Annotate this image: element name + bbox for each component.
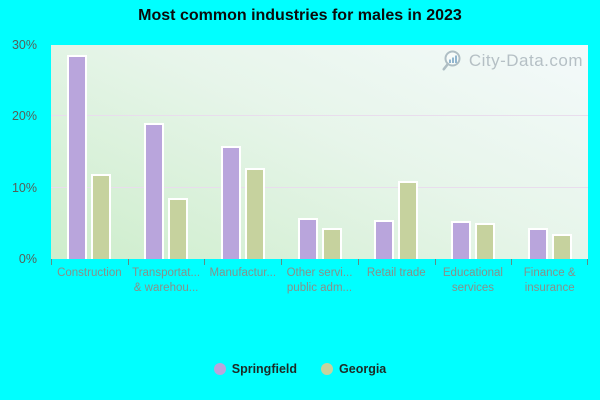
watermark: City-Data.com: [442, 49, 583, 73]
x-tick-mark-6: [511, 259, 513, 265]
plot-area: City-Data.com: [51, 45, 588, 259]
bar-georgia-7: [551, 234, 572, 259]
x-tick-label-4: Other servi... public adm...: [286, 267, 353, 294]
bar-springfield-4: [297, 218, 318, 259]
x-tick-mark-5: [434, 259, 436, 265]
bar-group-1: [51, 45, 128, 259]
bar-springfield-6: [450, 221, 471, 259]
watermark-text: City-Data.com: [468, 51, 583, 70]
gridline-10: [51, 186, 588, 188]
legend-item-springfield: Springfield: [213, 362, 298, 376]
legend-item-georgia: Georgia: [321, 362, 386, 376]
x-tick-label-5: Retail trade: [366, 267, 426, 279]
bar-group-5: [358, 45, 435, 259]
bar-georgia-6: [474, 223, 495, 259]
x-tick-mark-2: [204, 259, 206, 265]
x-tick-label-3: Manufactur...: [209, 267, 277, 279]
bar-georgia-4: [321, 227, 342, 259]
x-axis-tick-marks: [51, 259, 588, 265]
x-tick-mark-7: [587, 259, 588, 265]
bar-georgia-2: [168, 197, 189, 259]
y-tick-label-20%: 20%: [11, 109, 37, 124]
bar-group-4: [281, 45, 358, 259]
legend-swatch-georgia: [321, 363, 334, 375]
x-tick-mark-1: [127, 259, 129, 265]
bar-springfield-2: [144, 122, 165, 259]
bar-georgia-1: [91, 174, 112, 259]
bar-georgia-5: [398, 180, 419, 259]
x-tick-label-2: Transportat... & warehou...: [132, 267, 201, 294]
legend-swatch-springfield: [213, 363, 226, 375]
bar-springfield-3: [220, 146, 241, 259]
y-tick-label-30%: 30%: [11, 38, 37, 52]
bar-springfield-1: [67, 55, 88, 259]
x-tick-label-1: Construction: [57, 267, 122, 279]
legend: Springfield Georgia: [0, 362, 600, 376]
x-tick-mark-4: [357, 259, 359, 265]
bar-georgia-3: [244, 168, 265, 259]
x-tick-mark-0: [51, 259, 52, 265]
x-tick-mark-3: [281, 259, 283, 265]
bar-group-3: [204, 45, 281, 259]
watermark-magnifier-icon: [442, 49, 466, 73]
y-tick-label-0%: 0%: [18, 252, 37, 266]
bar-group-6: [435, 45, 512, 259]
bar-springfield-5: [374, 220, 395, 259]
legend-label-springfield: Springfield: [231, 362, 298, 376]
y-tick-label-10%: 10%: [11, 180, 37, 195]
bar-group-7: [511, 45, 588, 259]
x-axis: Construction Transportat... & warehou... Ma…: [51, 266, 588, 296]
bar-springfield-7: [527, 228, 548, 259]
x-tick-label-6: Educational services: [442, 267, 503, 294]
bar-group-2: [128, 45, 205, 259]
y-axis: 0% 10% 20% 30%: [0, 38, 37, 266]
chart-title: Most common industries for males in 2023: [138, 7, 462, 24]
gridline-20: [51, 115, 588, 117]
legend-label-georgia: Georgia: [339, 362, 387, 376]
x-tick-label-7: Finance & insurance: [523, 267, 576, 294]
